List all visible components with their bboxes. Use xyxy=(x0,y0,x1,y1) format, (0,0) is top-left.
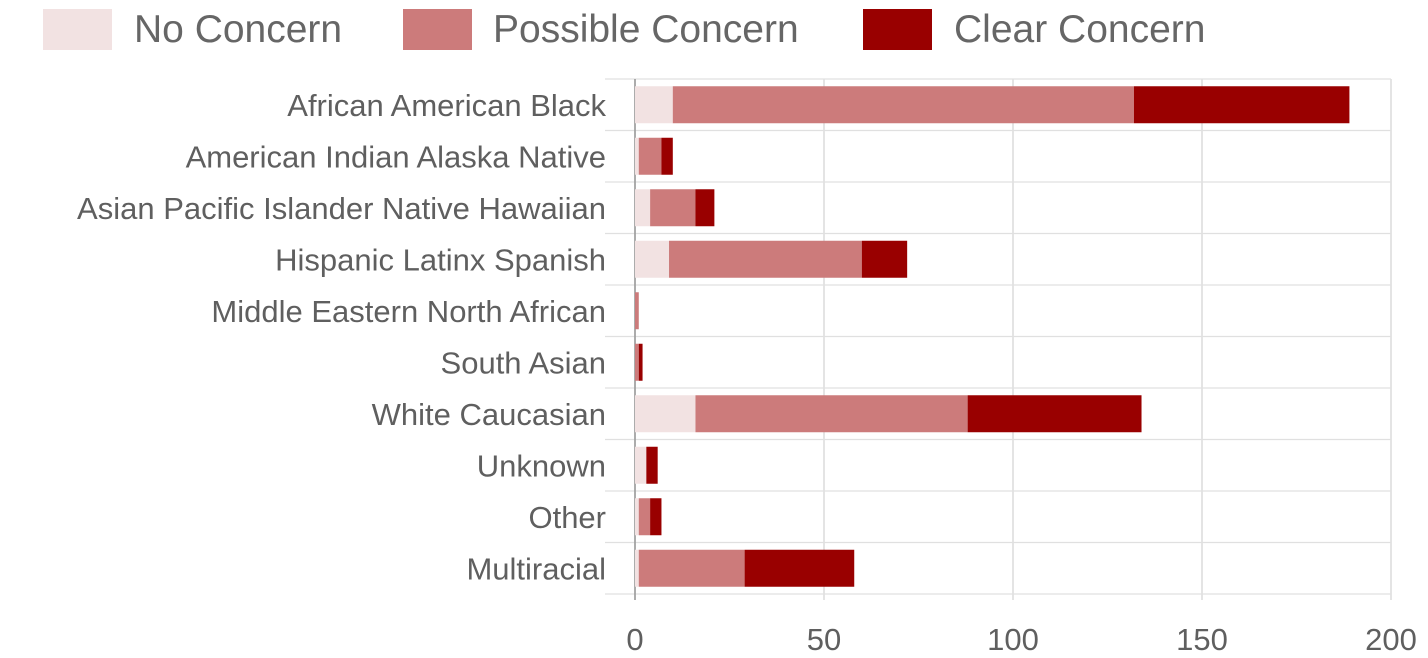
bar-multiracial-clear-concern xyxy=(744,549,855,587)
bar-hispanic-latinx-spanish-no-concern xyxy=(635,240,670,278)
bar-asian-pacific-islander-native-hawaiian-possible-concern xyxy=(650,189,696,227)
x-tick-label: 100 xyxy=(987,622,1039,657)
category-label: American Indian Alaska Native xyxy=(186,139,606,174)
category-label: Unknown xyxy=(477,448,606,483)
bar-other-clear-concern xyxy=(650,498,662,536)
legend-swatch-clear-concern xyxy=(863,9,932,50)
category-label: Middle Eastern North African xyxy=(211,294,606,329)
category-labels: African American Black American Indian Al… xyxy=(77,88,606,587)
x-tick-label: 0 xyxy=(626,622,643,657)
bar-american-indian-alaska-native-no-concern xyxy=(635,137,639,175)
bar-asian-pacific-islander-native-hawaiian-no-concern xyxy=(635,189,651,227)
grid xyxy=(605,78,1392,600)
category-label: Hispanic Latinx Spanish xyxy=(275,242,606,277)
bar-african-american-black-clear-concern xyxy=(1133,86,1350,124)
category-label: African American Black xyxy=(287,88,606,123)
bar-multiracial-no-concern xyxy=(635,549,639,587)
bar-south-asian-possible-concern xyxy=(635,343,639,381)
x-tick-label: 50 xyxy=(807,622,841,657)
x-tick-label: 200 xyxy=(1365,622,1417,657)
legend-swatch-no-concern xyxy=(43,9,112,50)
category-label: White Caucasian xyxy=(372,397,606,432)
bar-white-caucasian-clear-concern xyxy=(967,395,1142,433)
category-label: Other xyxy=(528,500,606,535)
category-label: Multiracial xyxy=(466,551,606,586)
category-label: Asian Pacific Islander Native Hawaiian xyxy=(77,191,606,226)
bar-middle-eastern-north-african-possible-concern xyxy=(635,292,639,330)
bar-african-american-black-possible-concern xyxy=(672,86,1134,124)
bars xyxy=(635,86,1350,587)
bar-south-asian-clear-concern xyxy=(638,343,643,381)
bar-unknown-clear-concern xyxy=(646,446,658,484)
bar-white-caucasian-possible-concern xyxy=(695,395,968,433)
legend-label-no-concern: No Concern xyxy=(134,8,342,51)
bar-asian-pacific-islander-native-hawaiian-clear-concern xyxy=(695,189,715,227)
bar-multiracial-possible-concern xyxy=(638,549,745,587)
bar-american-indian-alaska-native-possible-concern xyxy=(638,137,662,175)
bar-white-caucasian-no-concern xyxy=(635,395,696,433)
bar-hispanic-latinx-spanish-clear-concern xyxy=(861,240,908,278)
bar-american-indian-alaska-native-clear-concern xyxy=(661,137,673,175)
bar-other-no-concern xyxy=(635,498,639,536)
bar-other-possible-concern xyxy=(638,498,651,536)
category-label: South Asian xyxy=(441,345,606,380)
bar-african-american-black-no-concern xyxy=(635,86,673,124)
legend-swatch-possible-concern xyxy=(403,9,472,50)
x-axis-ticks: 0 50 100 150 200 xyxy=(626,622,1416,657)
legend-label-clear-concern: Clear Concern xyxy=(954,8,1205,51)
legend-label-possible-concern: Possible Concern xyxy=(493,8,799,51)
x-tick-label: 150 xyxy=(1176,622,1228,657)
legend: No Concern Possible Concern Clear Concern xyxy=(43,8,1205,51)
bar-unknown-no-concern xyxy=(635,446,647,484)
bar-hispanic-latinx-spanish-possible-concern xyxy=(669,240,862,278)
